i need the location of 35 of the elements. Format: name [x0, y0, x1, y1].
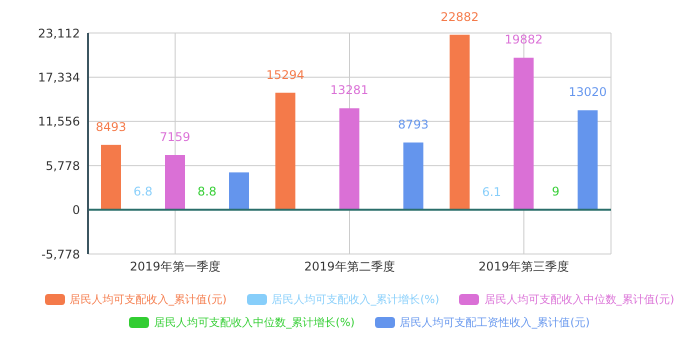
bar — [101, 144, 121, 210]
data-label: 9 — [552, 184, 560, 199]
legend-label: 居民人均可支配收入_累计增长(%) — [272, 292, 440, 307]
legend-label: 居民人均可支配工资性收入_累计值(元) — [400, 315, 590, 330]
data-label: 8793 — [398, 118, 429, 132]
x-tick-label: 2019年第二季度 — [304, 260, 395, 274]
data-label: 13020 — [568, 85, 607, 100]
y-tick-label: 11,556 — [38, 114, 80, 129]
legend-label: 居民人均可支配收入_累计值(元) — [70, 292, 227, 307]
data-label: 6.1 — [482, 184, 502, 199]
data-label: 8.8 — [197, 184, 217, 199]
data-label: 22882 — [440, 10, 479, 24]
bar — [275, 92, 296, 210]
x-tick-label: 2019年第三季度 — [478, 260, 570, 274]
data-label: 13281 — [330, 83, 368, 98]
y-tick-label: 5,778 — [46, 158, 80, 173]
bar — [165, 155, 185, 210]
x-tick-label: 2019年第一季度 — [130, 260, 220, 274]
data-label: 8493 — [96, 120, 126, 134]
bar — [514, 58, 534, 210]
data-label: 15294 — [266, 68, 304, 82]
y-tick-label: 0 — [72, 203, 80, 218]
data-label: 7159 — [160, 130, 190, 144]
bar — [578, 110, 598, 210]
y-tick-label: 17,334 — [38, 70, 80, 84]
legend-label: 居民人均可支配收入中位数_累计值(元) — [484, 292, 674, 307]
bar — [450, 34, 470, 210]
data-label: 6.8 — [133, 184, 153, 199]
y-tick-label: -5,778 — [41, 247, 80, 262]
data-label: 19882 — [504, 32, 543, 47]
legend-label: 居民人均可支配收入中位数_累计增长(%) — [154, 315, 355, 330]
bar — [403, 142, 424, 210]
y-tick-label: 23,112 — [38, 26, 80, 40]
bar — [229, 172, 249, 210]
bar — [339, 108, 360, 210]
